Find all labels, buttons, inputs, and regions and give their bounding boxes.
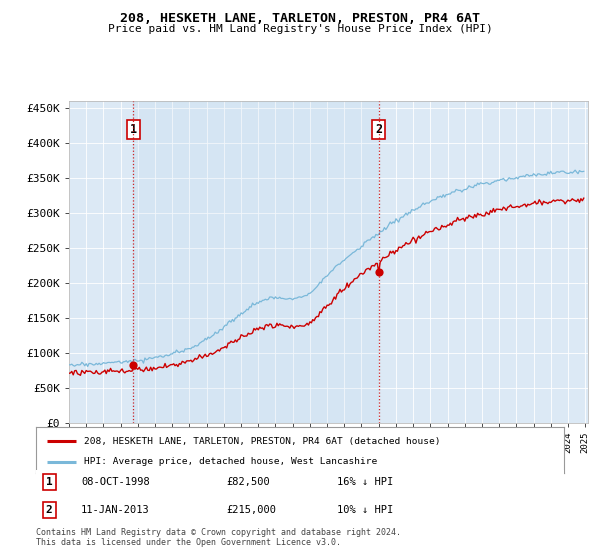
Text: 08-OCT-1998: 08-OCT-1998	[81, 477, 149, 487]
Text: 11-JAN-2013: 11-JAN-2013	[81, 505, 149, 515]
Point	[374, 268, 383, 277]
Text: 1: 1	[46, 477, 53, 487]
Text: 2: 2	[375, 123, 382, 136]
Text: Contains HM Land Registry data © Crown copyright and database right 2024.
This d: Contains HM Land Registry data © Crown c…	[36, 528, 401, 547]
Text: £215,000: £215,000	[226, 505, 276, 515]
Text: 208, HESKETH LANE, TARLETON, PRESTON, PR4 6AT (detached house): 208, HESKETH LANE, TARLETON, PRESTON, PR…	[83, 437, 440, 446]
Text: Price paid vs. HM Land Registry's House Price Index (HPI): Price paid vs. HM Land Registry's House …	[107, 24, 493, 34]
Text: HPI: Average price, detached house, West Lancashire: HPI: Average price, detached house, West…	[83, 457, 377, 466]
Text: 16% ↓ HPI: 16% ↓ HPI	[337, 477, 393, 487]
Text: 10% ↓ HPI: 10% ↓ HPI	[337, 505, 393, 515]
Text: 208, HESKETH LANE, TARLETON, PRESTON, PR4 6AT: 208, HESKETH LANE, TARLETON, PRESTON, PR…	[120, 12, 480, 25]
Text: 2: 2	[46, 505, 53, 515]
Bar	[133, 101, 379, 423]
Text: £82,500: £82,500	[226, 477, 270, 487]
Point	[128, 361, 138, 370]
Text: 1: 1	[130, 123, 137, 136]
